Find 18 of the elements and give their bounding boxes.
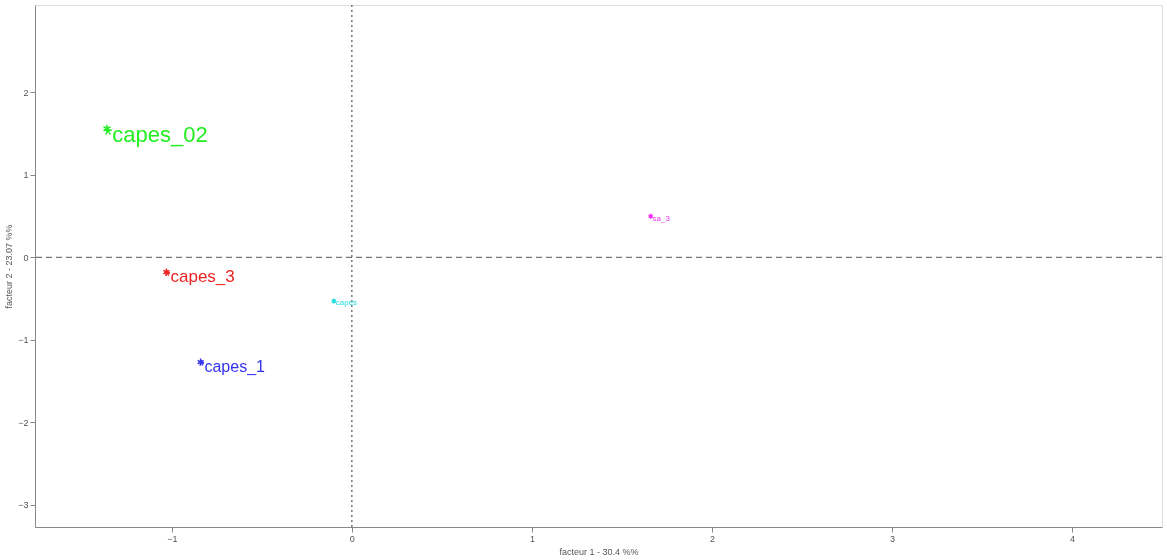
y-tick-label: 2 — [23, 87, 29, 98]
x-tick-label: 3 — [889, 533, 895, 544]
y-tick-label: −2 — [18, 417, 29, 428]
y-axis-title: facteur 2 - 23.07 %% — [4, 224, 15, 309]
x-tick-label: −1 — [167, 533, 178, 544]
series-label: *capes_1 — [198, 357, 266, 376]
x-tick-label: 0 — [349, 533, 355, 544]
x-tick-label: 4 — [1069, 533, 1075, 544]
x-axis-title: facteur 1 - 30.4 %% — [559, 546, 639, 557]
y-tick-label: −3 — [18, 500, 29, 511]
x-tick-label: 1 — [529, 533, 535, 544]
series-label: *capes — [332, 298, 358, 308]
series-label: *capes_3 — [163, 267, 235, 287]
y-tick-label: 0 — [23, 252, 29, 263]
series-label: *capes_02 — [103, 122, 208, 148]
y-tick-label: −1 — [18, 335, 29, 346]
y-tick-label: 1 — [23, 170, 29, 181]
x-tick-label: 2 — [709, 533, 715, 544]
